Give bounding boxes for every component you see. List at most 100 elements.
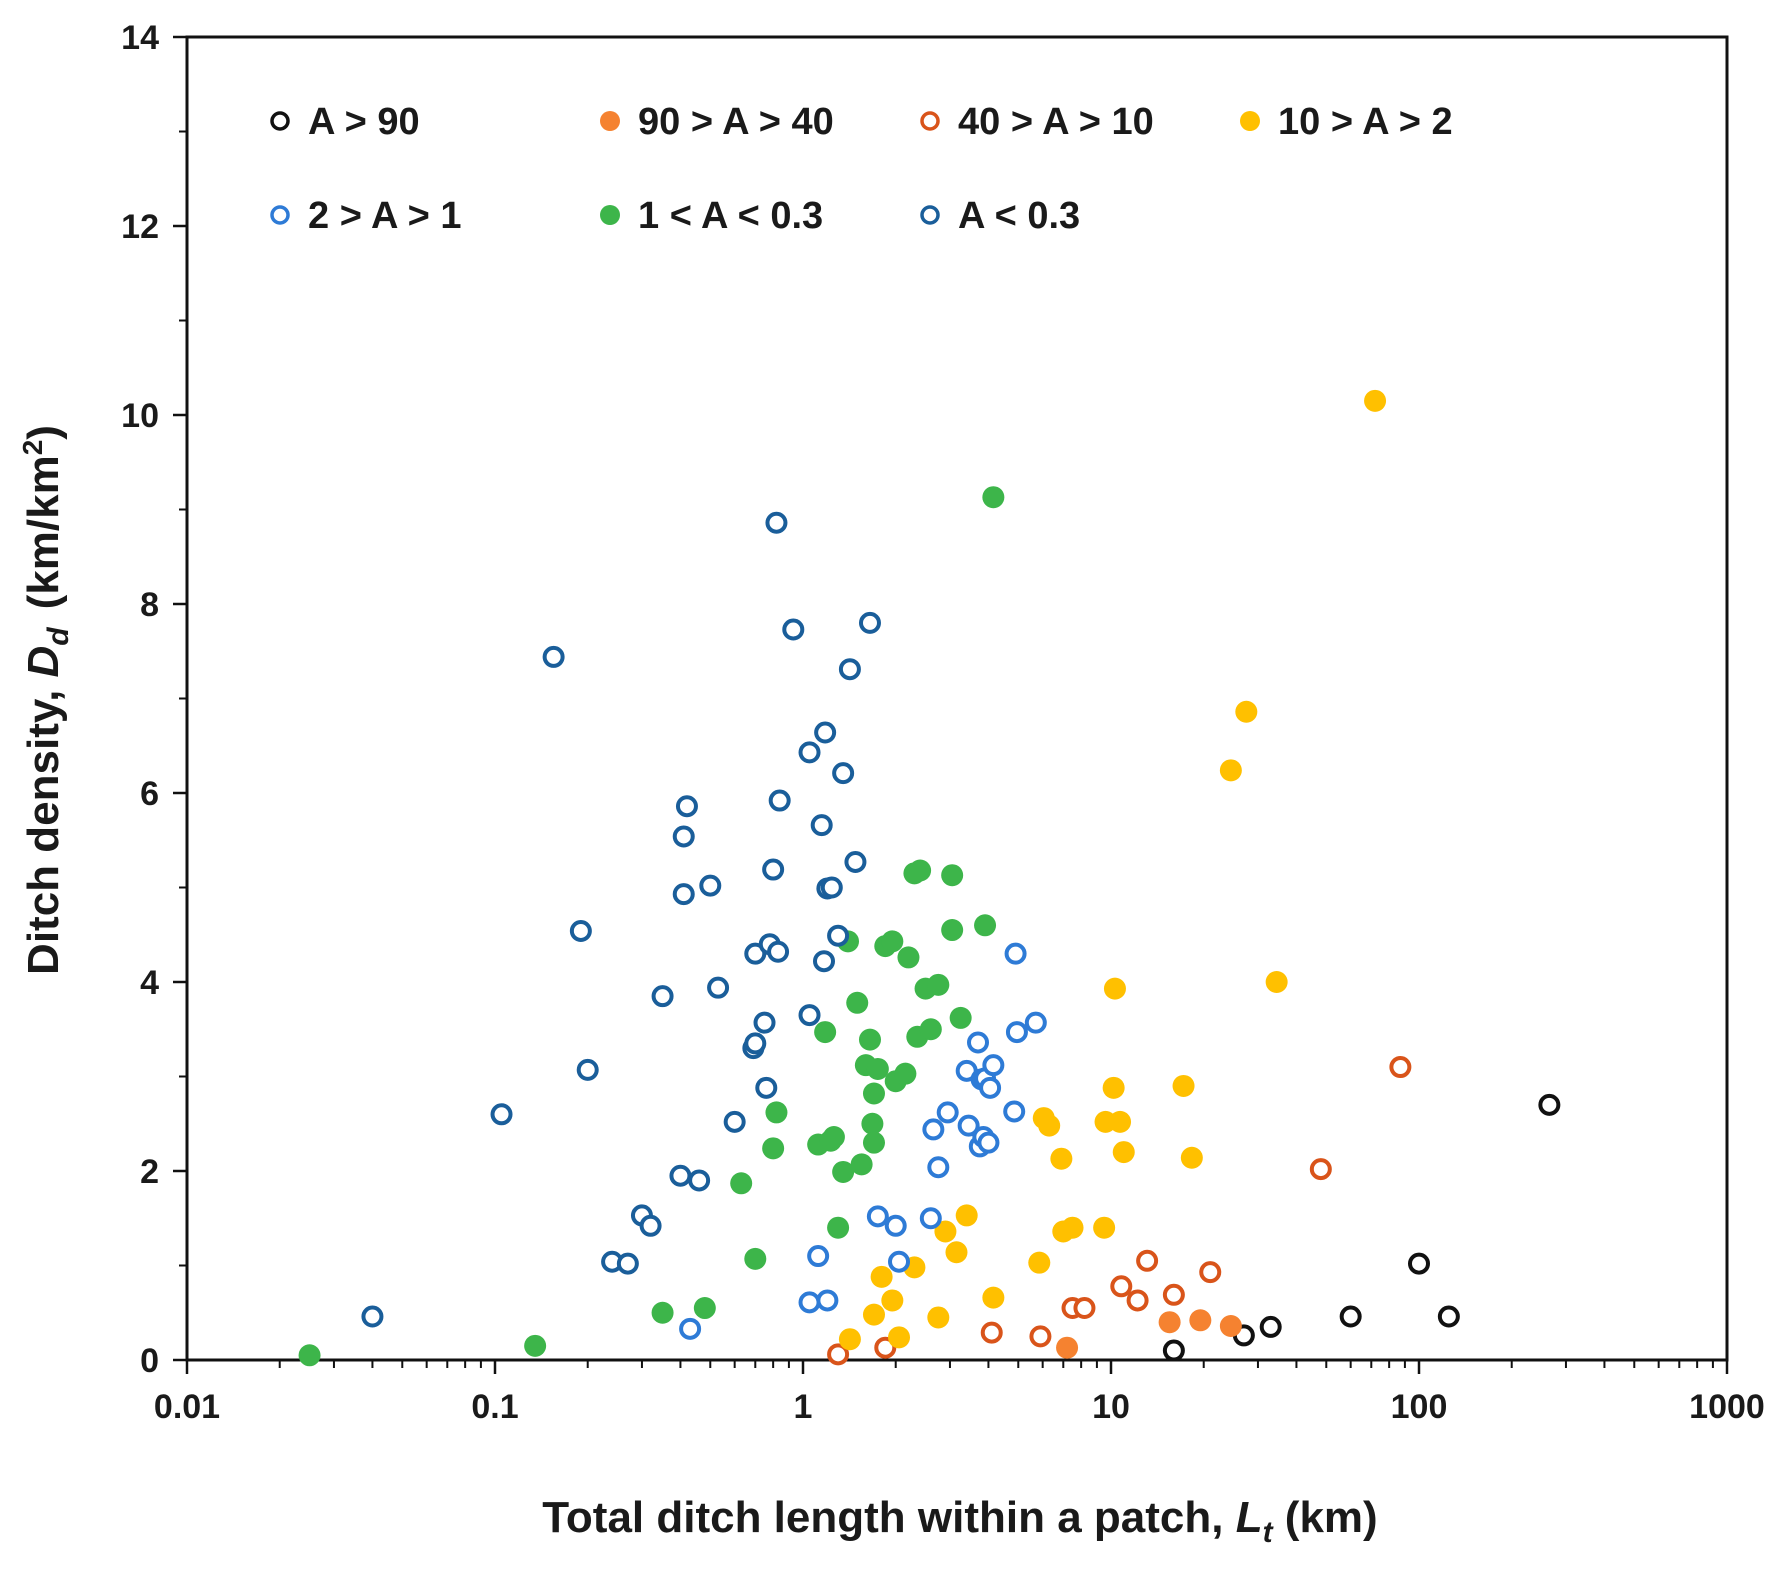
legend-marker [600,205,620,225]
point-10-a-2 [1180,1146,1203,1169]
point-1-a-0-3 [941,864,964,887]
plot-frame [185,35,1729,1362]
y-axis-title: Ditch density, Dd (km/km2) [17,425,75,975]
y-axis-title-subscript: d [42,627,75,646]
y-tick-label: 10 [121,397,159,435]
point-2-a-1 [888,1250,911,1273]
point-a-0-3 [798,741,821,764]
point-2-a-1 [884,1214,907,1237]
x-tick-label: 0.01 [154,1388,220,1426]
point-2-a-1 [816,1289,839,1312]
point-1-a-0-3 [909,859,932,882]
legend-marker [600,111,620,131]
x-axis-title-subscript: t [1263,1516,1275,1549]
legend-label: A > 90 [308,101,420,143]
point-2-a-1 [927,1156,950,1179]
point-2-a-1 [1024,1011,1047,1034]
point-40-a-10 [1389,1056,1412,1079]
point-90-a-40 [1219,1314,1242,1337]
point-a-0-3 [844,850,867,873]
point-40-a-10 [980,1321,1003,1344]
point-a-90 [1339,1305,1362,1328]
point-90-a-40 [1158,1311,1181,1334]
point-1-a-0-3 [744,1247,767,1270]
point-10-a-2 [870,1265,893,1288]
point-10-a-2 [1038,1114,1061,1137]
point-2-a-1 [979,1076,1002,1099]
point-2-a-1 [679,1317,702,1340]
point-a-0-3 [755,1076,778,1099]
point-a-0-3 [672,825,695,848]
point-a-0-3 [765,511,788,534]
legend-marker [920,111,940,131]
point-10-a-2 [881,1289,904,1312]
point-1-a-0-3 [927,973,950,996]
point-2-a-1 [866,1205,889,1228]
x-axis-title-symbol: L [1236,1493,1263,1542]
point-a-0-3 [838,658,861,681]
point-1-a-0-3 [832,1160,855,1183]
point-1-a-0-3 [862,1082,885,1105]
point-1-a-0-3 [762,1137,785,1160]
legend-label: A < 0.3 [958,195,1080,237]
point-a-0-3 [675,795,698,818]
point-a-0-3 [576,1058,599,1081]
point-10-a-2 [1112,1141,1135,1164]
point-2-a-1 [977,1131,1000,1154]
point-1-a-0-3 [974,914,997,937]
legend-marker [270,205,290,225]
point-40-a-10 [1073,1297,1096,1320]
point-1-a-0-3 [941,919,964,942]
point-a-0-3 [639,1214,662,1237]
legend-label: 90 > A > 40 [638,101,834,143]
point-10-a-2 [1102,1076,1125,1099]
point-1-a-0-3 [862,1131,885,1154]
point-10-a-2 [945,1241,968,1264]
point-a-90 [1437,1305,1460,1328]
point-40-a-10 [1126,1289,1149,1312]
legend-label: 10 > A > 2 [1278,101,1453,143]
point-a-0-3 [813,950,836,973]
x-axis-title-unit: (km) [1273,1493,1378,1542]
point-a-0-3 [669,1164,692,1187]
point-10-a-2 [1364,389,1387,412]
point-a-90 [1538,1093,1561,1116]
point-10-a-2 [1028,1251,1051,1274]
point-1-a-0-3 [827,1216,850,1239]
point-a-0-3 [723,1110,746,1133]
point-10-a-2 [1235,700,1258,723]
point-1-a-0-3 [866,1057,889,1080]
y-axis-title-unit: (km/km [19,455,68,609]
legend: A > 90 90 > A > 40 40 > A > 10 10 > A > 2 2 … [270,101,1453,237]
point-1-a-0-3 [298,1344,321,1367]
y-tick-label: 4 [140,964,159,1002]
y-tick-label: 12 [121,208,159,246]
y-tick-label: 8 [140,586,159,624]
point-1-a-0-3 [846,991,869,1014]
x-tick-label: 1000 [1689,1388,1765,1426]
y-tick-label: 6 [140,775,159,813]
x-tick-label: 100 [1391,1388,1448,1426]
point-1-a-0-3 [858,1028,881,1051]
point-a-0-3 [651,985,674,1008]
y-tick-label: 2 [140,1153,159,1191]
point-1-a-0-3 [850,1153,873,1176]
point-a-0-3 [616,1252,639,1275]
point-10-a-2 [1061,1216,1084,1239]
point-40-a-10 [1029,1325,1052,1348]
point-a-0-3 [707,976,730,999]
point-1-a-0-3 [894,1062,917,1085]
point-10-a-2 [888,1326,911,1349]
point-90-a-40 [1056,1336,1079,1359]
point-a-0-3 [820,876,843,899]
point-10-a-2 [955,1204,978,1227]
point-1-a-0-3 [651,1301,674,1324]
point-40-a-10 [827,1343,850,1366]
point-1-a-0-3 [693,1297,716,1320]
point-40-a-10 [1110,1275,1133,1298]
point-a-90 [1259,1315,1282,1338]
x-axis-title: Total ditch length within a patch, Lt (k… [542,1493,1377,1549]
y-axis-title-main: Ditch density, [19,677,68,974]
